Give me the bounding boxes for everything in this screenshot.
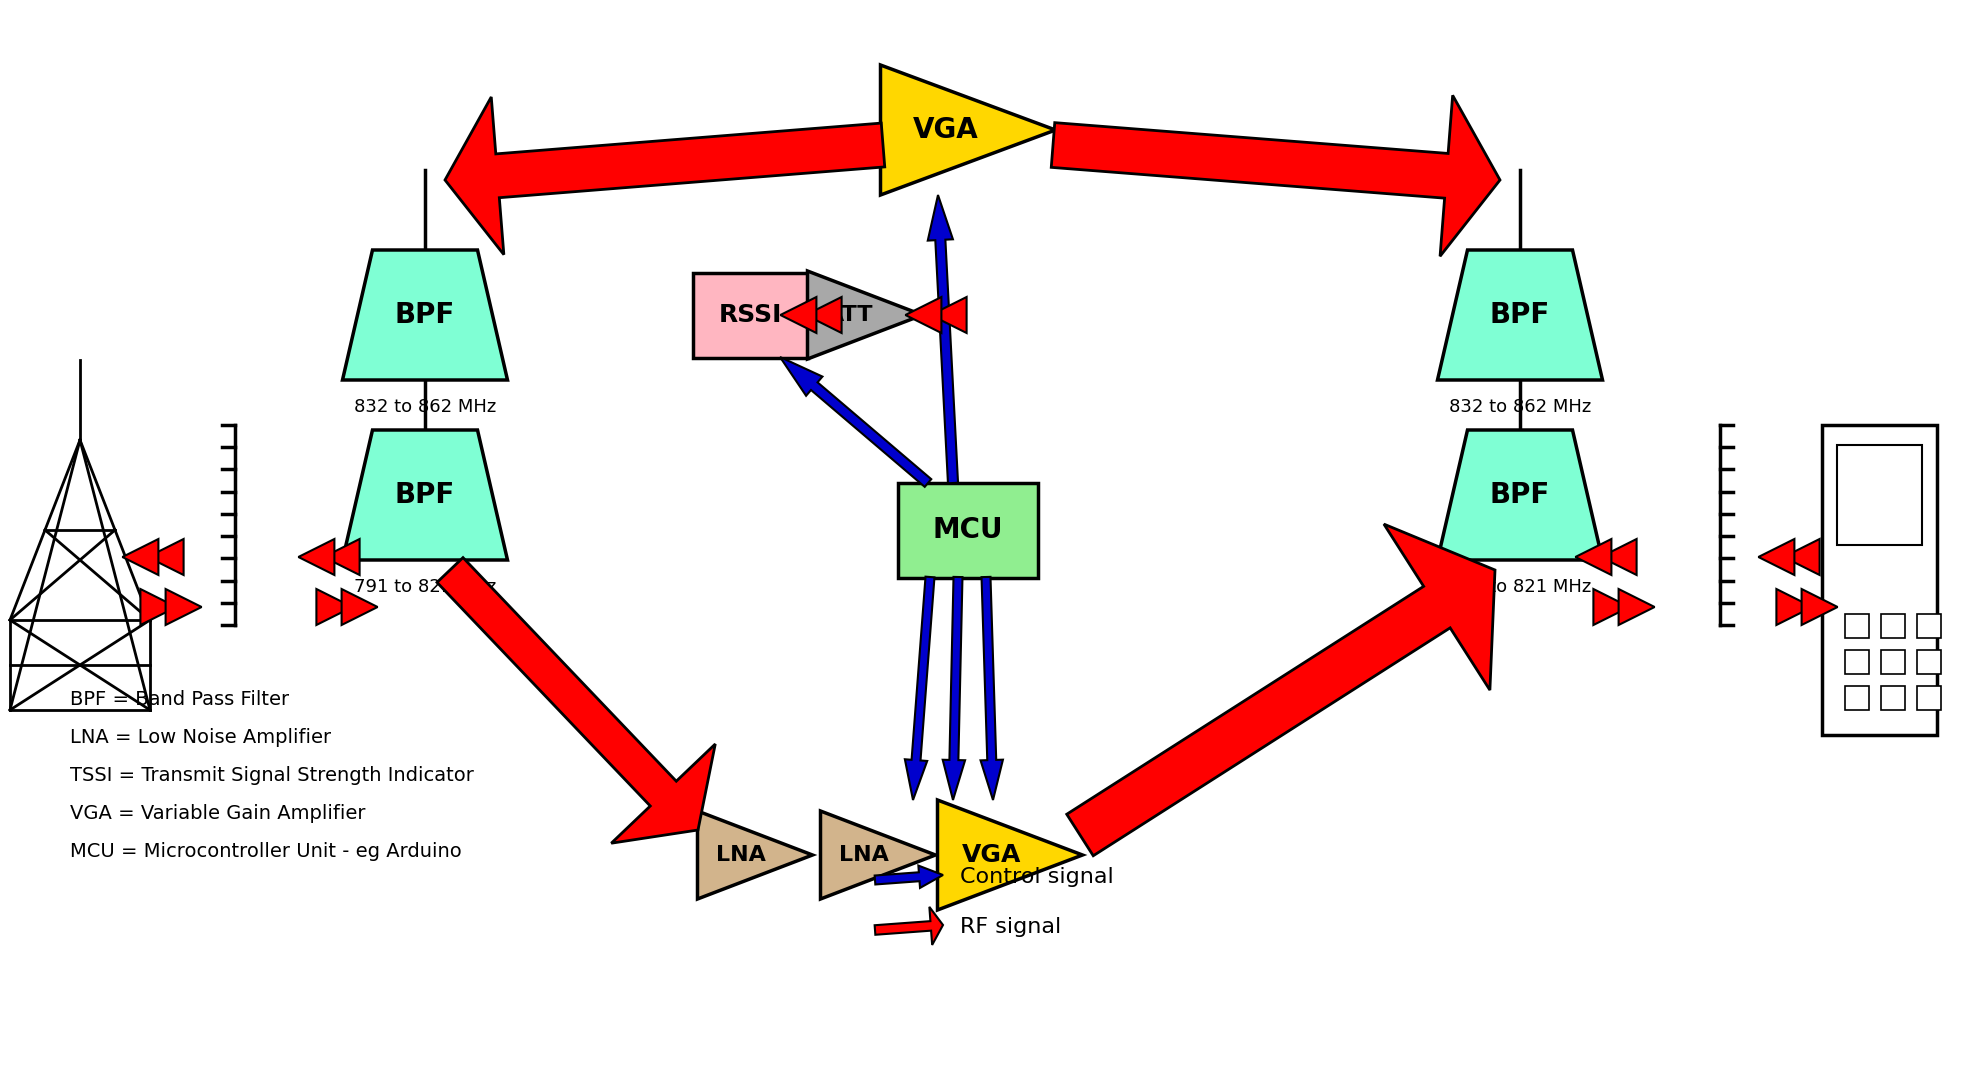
Text: MCU: MCU [932,516,1003,544]
Text: LNA: LNA [716,845,765,865]
Polygon shape [317,588,352,625]
Bar [1881,686,1905,710]
Polygon shape [436,557,716,843]
Polygon shape [820,811,936,899]
Polygon shape [875,866,944,888]
Text: LNA: LNA [839,845,889,865]
Polygon shape [1592,588,1630,625]
Polygon shape [1758,539,1795,575]
Text: Control signal: Control signal [959,867,1115,887]
Text: BPF: BPF [395,301,454,328]
Text: RSSI: RSSI [718,303,782,327]
Polygon shape [1052,95,1500,256]
Text: 832 to 862 MHz: 832 to 862 MHz [354,398,495,416]
Polygon shape [806,297,841,333]
Polygon shape [299,539,334,575]
Text: BPF = Band Pass Filter: BPF = Band Pass Filter [71,690,289,709]
Polygon shape [928,195,957,484]
Polygon shape [875,907,944,945]
Polygon shape [1777,588,1813,625]
Polygon shape [122,539,159,575]
Text: ATT: ATT [828,305,873,325]
Polygon shape [781,297,816,333]
Polygon shape [342,588,377,625]
Polygon shape [1575,539,1612,575]
Polygon shape [944,577,965,800]
Bar [1917,649,1940,674]
Polygon shape [906,297,942,333]
Polygon shape [698,811,812,899]
Polygon shape [938,800,1083,910]
Text: BPF: BPF [1490,482,1549,509]
Text: LNA = Low Noise Amplifier: LNA = Low Noise Amplifier [71,728,330,747]
Bar [1844,686,1870,710]
Text: VGA: VGA [914,116,979,144]
Polygon shape [930,297,967,333]
Bar [692,273,808,357]
Bar [1838,445,1923,545]
Polygon shape [165,588,202,625]
Text: VGA = Variable Gain Amplifier: VGA = Variable Gain Amplifier [71,804,366,823]
Bar [1881,614,1905,638]
Polygon shape [1600,539,1636,575]
Bar [1844,649,1870,674]
Bar [1917,686,1940,710]
Bar [1844,614,1870,638]
Text: MCU = Microcontroller Unit - eg Arduino: MCU = Microcontroller Unit - eg Arduino [71,842,462,861]
Text: 791 to 821 MHz: 791 to 821 MHz [1449,578,1590,596]
Bar [1881,649,1905,674]
Polygon shape [1068,524,1494,856]
Polygon shape [1437,250,1602,380]
Polygon shape [981,577,1003,800]
Polygon shape [342,250,507,380]
Polygon shape [1783,539,1821,575]
Polygon shape [444,97,885,255]
Text: BPF: BPF [395,482,454,509]
Polygon shape [904,577,934,800]
Bar [1822,425,1938,735]
Text: TSSI = Transmit Signal Strength Indicator: TSSI = Transmit Signal Strength Indicato… [71,766,474,785]
Bar [1917,614,1940,638]
Polygon shape [781,357,932,487]
Text: 832 to 862 MHz: 832 to 862 MHz [1449,398,1590,416]
Text: RF signal: RF signal [959,917,1062,937]
Polygon shape [324,539,360,575]
Text: VGA: VGA [961,843,1022,867]
Polygon shape [808,271,922,360]
Polygon shape [342,430,507,560]
Polygon shape [140,588,177,625]
Polygon shape [1801,588,1838,625]
Polygon shape [881,65,1056,195]
Text: BPF: BPF [1490,301,1549,328]
Bar [898,483,1038,578]
Polygon shape [1437,430,1602,560]
Polygon shape [1618,588,1655,625]
Text: 791 to 821 MHz: 791 to 821 MHz [354,578,495,596]
Polygon shape [147,539,183,575]
